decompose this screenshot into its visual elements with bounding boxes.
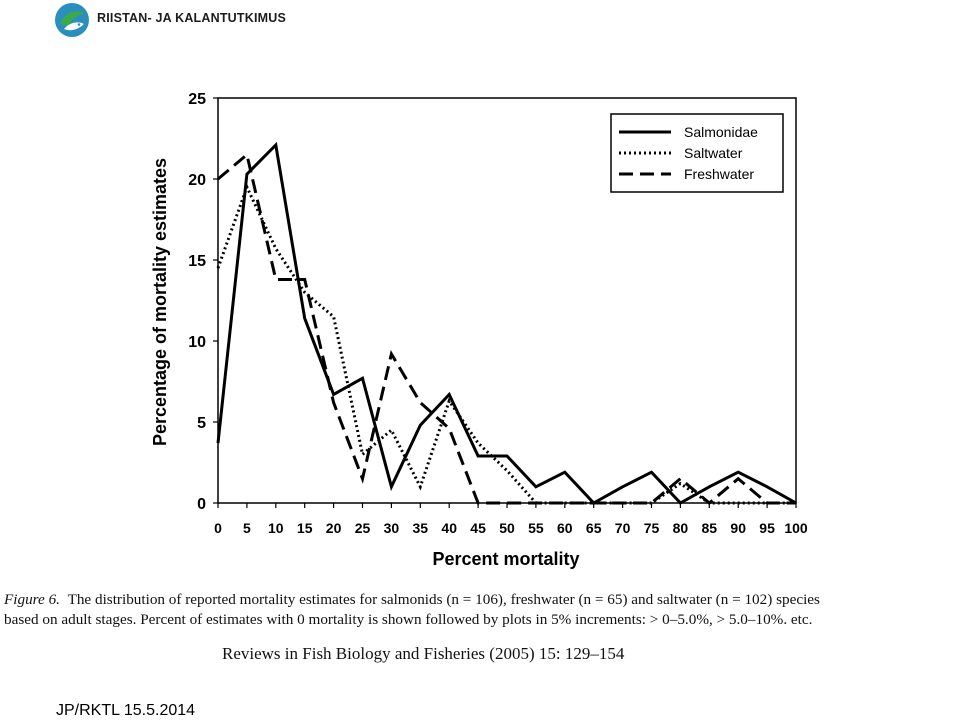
legend-label: Freshwater bbox=[684, 166, 754, 182]
x-tick-label: 5 bbox=[243, 520, 251, 536]
x-tick-label: 75 bbox=[644, 520, 660, 536]
y-tick-label: 15 bbox=[188, 253, 206, 270]
y-tick-label: 20 bbox=[188, 172, 206, 189]
x-tick-label: 0 bbox=[214, 520, 222, 536]
legend-label: Salmonidae bbox=[684, 124, 758, 140]
x-tick-label: 10 bbox=[268, 520, 284, 536]
y-tick-label: 5 bbox=[197, 415, 206, 432]
series-lines bbox=[216, 141, 797, 505]
journal-reference: Reviews in Fish Biology and Fisheries (2… bbox=[222, 644, 625, 663]
x-tick-label: 50 bbox=[499, 520, 515, 536]
caption-line-2: based on adult stages. Percent of estima… bbox=[4, 611, 813, 628]
x-tick-label: 90 bbox=[730, 520, 746, 536]
footer-text: JP/RKTL 15.5.2014 bbox=[56, 702, 196, 719]
x-tick-label: 20 bbox=[326, 520, 342, 536]
x-tick-label: 60 bbox=[557, 520, 573, 536]
chart-legend: Salmonidae Saltwater Freshwater bbox=[610, 113, 784, 193]
y-tick-label: 25 bbox=[188, 91, 206, 108]
y-axis-label: Percentage of mortality estimates bbox=[150, 158, 170, 446]
figure-caption: Figure 6. The distribution of reported m… bbox=[4, 590, 960, 630]
x-tick-label: 25 bbox=[355, 520, 371, 536]
x-tick-label: 70 bbox=[615, 520, 631, 536]
legend-label: Saltwater bbox=[684, 145, 743, 161]
x-axis-ticks: 0 5 10 15 20 25 30 35 40 45 50 55 60 65 70 75 80 85 90 95 10… bbox=[214, 503, 808, 536]
mortality-line-chart: 0 5 10 15 20 25 30 35 40 45 50 55 60 65 70 75 80 85 90 95 10… bbox=[150, 91, 808, 569]
figure-label: Figure 6. bbox=[4, 591, 60, 608]
x-tick-label: 15 bbox=[297, 520, 313, 536]
x-tick-label: 40 bbox=[441, 520, 457, 536]
caption-line-1: The distribution of reported mortality e… bbox=[67, 591, 820, 608]
x-tick-label: 85 bbox=[702, 520, 718, 536]
series-line-freshwater bbox=[217, 151, 796, 505]
x-tick-label: 35 bbox=[413, 520, 429, 536]
y-axis-ticks: 0 5 10 15 20 25 bbox=[188, 91, 218, 513]
x-tick-label: 100 bbox=[784, 520, 808, 536]
legend-box bbox=[610, 113, 784, 193]
series-line-salmonidae bbox=[216, 141, 797, 505]
x-tick-label: 65 bbox=[586, 520, 602, 536]
fish-leaf-logo-icon bbox=[55, 3, 89, 37]
y-tick-label: 10 bbox=[188, 334, 206, 351]
x-tick-label: 45 bbox=[470, 520, 486, 536]
x-tick-label: 55 bbox=[528, 520, 544, 536]
x-axis-label: Percent mortality bbox=[432, 549, 579, 569]
y-tick-label: 0 bbox=[197, 496, 206, 513]
x-tick-label: 30 bbox=[384, 520, 400, 536]
org-name: RIISTAN- JA KALANTUTKIMUS bbox=[97, 11, 287, 25]
x-tick-label: 80 bbox=[673, 520, 689, 536]
x-tick-label: 95 bbox=[759, 520, 775, 536]
